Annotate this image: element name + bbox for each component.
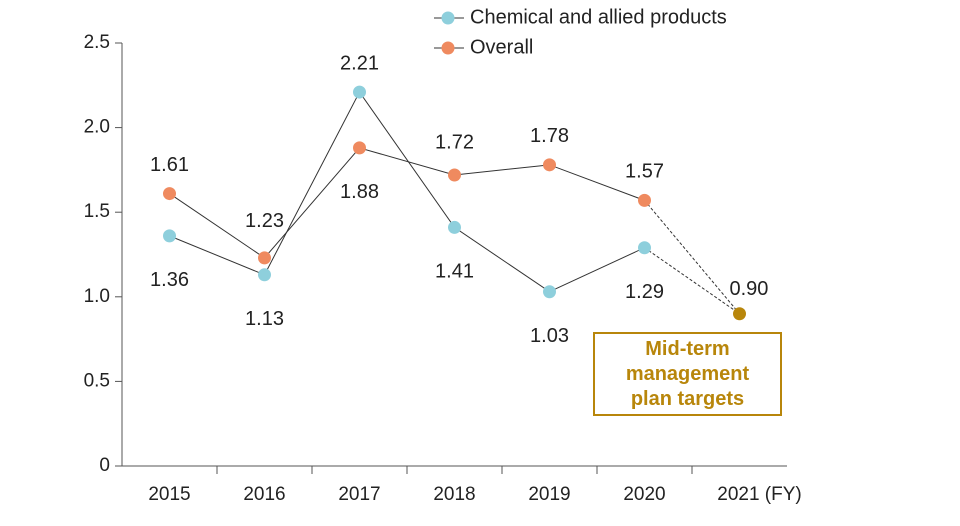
y-tick-label: 0 — [99, 455, 110, 476]
point — [258, 268, 271, 282]
data-label: 1.13 — [245, 308, 284, 330]
data-label: 1.41 — [435, 261, 474, 283]
legend-label: Overall — [470, 36, 533, 58]
target-label: 0.90 — [730, 278, 769, 300]
series-line — [169, 147, 645, 259]
point — [353, 141, 366, 155]
legend-label: Chemical and allied products — [470, 6, 727, 28]
data-label: 1.03 — [530, 325, 569, 347]
point — [543, 285, 556, 299]
x-tick-label: 2018 — [433, 484, 475, 505]
target-point — [733, 307, 746, 321]
x-tick-label: 2015 — [148, 484, 190, 505]
target-box: Mid-term management plan targets — [593, 332, 782, 416]
legend-marker — [441, 11, 455, 25]
x-tick-label: 2019 — [528, 484, 570, 505]
point — [163, 187, 176, 201]
y-tick-label: 2.5 — [84, 32, 110, 53]
data-label: 1.61 — [150, 154, 189, 176]
point — [638, 193, 651, 207]
x-tick-label: 2017 — [338, 484, 380, 505]
x-tick-label: 2020 — [623, 484, 665, 505]
data-label: 1.78 — [530, 125, 569, 147]
point — [163, 229, 176, 243]
point — [258, 251, 271, 265]
y-tick-label: 1.0 — [84, 286, 110, 307]
point — [353, 85, 366, 99]
data-label: 1.29 — [625, 281, 664, 303]
legend-marker — [441, 41, 455, 55]
x-tick-label: 2016 — [243, 484, 285, 505]
data-label: 1.88 — [340, 181, 379, 203]
series-line — [169, 91, 645, 293]
y-tick-label: 1.5 — [84, 201, 110, 222]
data-label: 1.36 — [150, 269, 189, 291]
data-label: 2.21 — [340, 52, 379, 74]
target-connector — [644, 247, 740, 315]
data-label: 1.23 — [245, 210, 284, 232]
point — [543, 158, 556, 172]
data-label: 1.72 — [435, 131, 474, 153]
point — [638, 241, 651, 255]
point — [448, 220, 461, 234]
x-tick-label: 2021 (FY) — [717, 484, 801, 505]
y-tick-label: 0.5 — [84, 370, 110, 391]
point — [448, 168, 461, 182]
y-tick-label: 2.0 — [84, 117, 110, 138]
data-label: 1.57 — [625, 161, 664, 183]
